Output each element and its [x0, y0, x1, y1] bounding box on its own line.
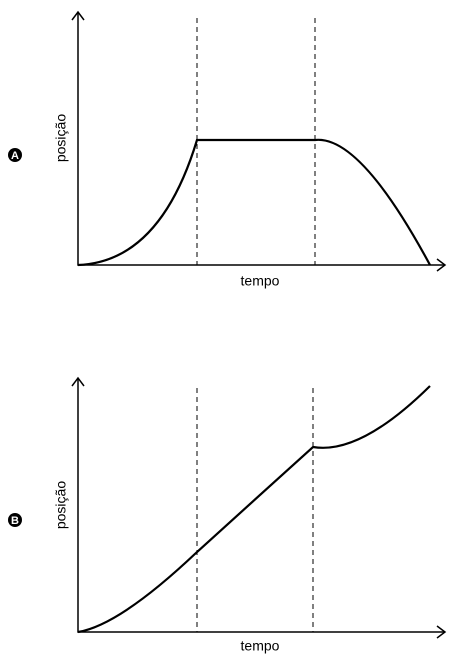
y-axis-label: posição — [53, 481, 69, 529]
graph-b: B posição tempo — [8, 376, 447, 654]
badge — [8, 513, 22, 527]
graph-label: B — [11, 515, 19, 527]
x-axis-label: tempo — [241, 273, 280, 289]
x-axis-label: tempo — [241, 638, 280, 654]
axes — [77, 12, 445, 266]
dashed-line — [196, 388, 314, 632]
axis-arrows — [71, 376, 447, 639]
y-axis-label: posição — [53, 114, 69, 162]
graph-a: A posição tempo — [8, 10, 447, 289]
badge — [8, 148, 22, 162]
position-curve — [77, 385, 431, 634]
graph-label: A — [11, 150, 19, 162]
axes — [77, 378, 445, 633]
dashed-line — [196, 18, 316, 265]
position-curve — [77, 138, 431, 267]
axis-arrows — [71, 10, 447, 272]
